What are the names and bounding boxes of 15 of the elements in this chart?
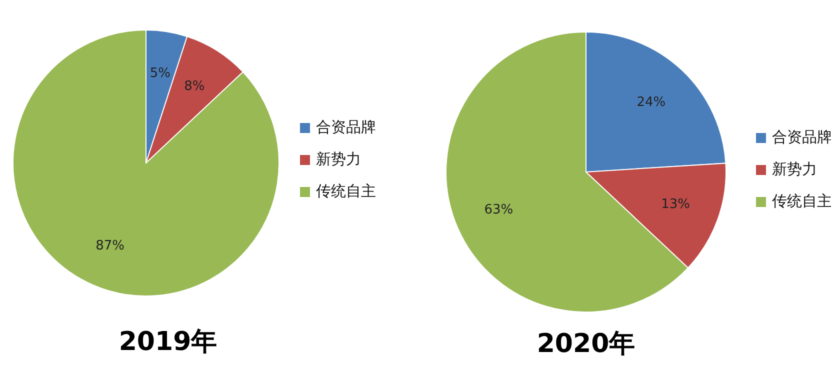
legend-label: 传统自主	[772, 192, 832, 210]
data-label: 87%	[96, 238, 125, 254]
data-label: 8%	[184, 79, 205, 94]
legend-label: 合资品牌	[316, 118, 376, 136]
text: 2019年	[118, 327, 218, 357]
legend-label: 合资品牌	[772, 128, 832, 146]
pie-slice	[12, 30, 280, 296]
legend-label: 新势力	[316, 150, 361, 168]
legend-label: 传统自主	[316, 182, 376, 200]
data-label: 5%	[150, 66, 170, 82]
data-label: 63%	[484, 202, 514, 218]
legend-label: 新势力	[772, 160, 817, 178]
data-label: 24%	[636, 95, 666, 110]
text: 2020年	[536, 329, 636, 359]
data-label: 13%	[661, 196, 690, 212]
